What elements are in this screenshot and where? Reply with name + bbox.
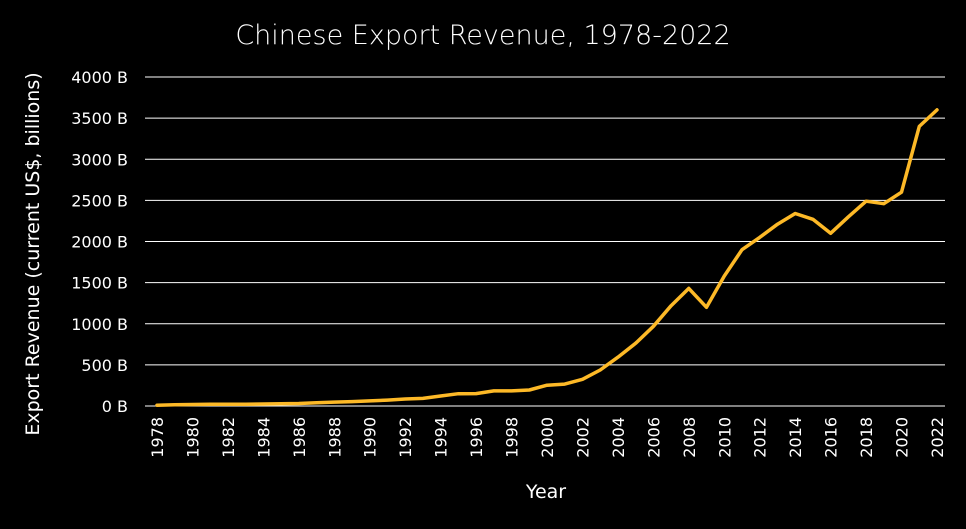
x-tick-label: 1984 <box>254 417 273 458</box>
x-tick-label: 1990 <box>361 417 380 458</box>
y-tick-label: 1000 B <box>71 315 128 334</box>
x-tick-label: 2008 <box>680 417 699 458</box>
x-tick-label: 1982 <box>219 417 238 458</box>
x-tick-label: 2014 <box>786 417 805 458</box>
x-tick-label: 2012 <box>751 417 770 458</box>
chart-title: Chinese Export Revenue, 1978-2022 <box>235 20 730 51</box>
x-tick-label: 1994 <box>432 417 451 458</box>
x-tick-label: 2018 <box>857 417 876 458</box>
y-tick-label: 1500 B <box>71 274 128 293</box>
x-tick-label: 2004 <box>609 417 628 458</box>
x-axis-label: Year <box>525 481 566 503</box>
x-tick-label: 1978 <box>148 417 167 458</box>
y-tick-label: 500 B <box>81 356 128 375</box>
x-tick-label: 2010 <box>715 417 734 458</box>
x-tick-label: 2022 <box>928 417 947 458</box>
x-tick-label: 2000 <box>538 417 557 458</box>
x-tick-label: 2006 <box>644 417 663 458</box>
x-tick-label: 2020 <box>893 417 912 458</box>
x-tick-label: 1998 <box>503 417 522 458</box>
y-tick-label: 3500 B <box>71 109 128 128</box>
x-tick-label: 1992 <box>396 417 415 458</box>
x-tick-label: 1980 <box>183 417 202 458</box>
x-tick-label: 1986 <box>290 417 309 458</box>
export-revenue-line <box>155 108 939 407</box>
x-tick-label: 1996 <box>467 417 486 458</box>
grid-lines <box>145 76 945 407</box>
y-tick-label: 4000 B <box>71 68 128 87</box>
y-tick-label: 0 B <box>102 397 128 416</box>
y-tick-labels: 0 B 500 B 1000 B 1500 B 2000 B 2500 B 3000 B 35… <box>71 68 128 416</box>
y-axis-label: Export Revenue (current US$, billions) <box>22 72 44 435</box>
y-tick-label: 2500 B <box>71 191 128 210</box>
y-tick-label: 2000 B <box>71 233 128 252</box>
x-tick-label: 1988 <box>325 417 344 458</box>
x-tick-label: 2016 <box>822 417 841 458</box>
y-tick-label: 3000 B <box>71 150 128 169</box>
x-tick-label: 2002 <box>573 417 592 458</box>
x-tick-labels: 1978 1980 1982 1984 1986 1988 1990 1992 1994 1996… <box>148 417 947 458</box>
